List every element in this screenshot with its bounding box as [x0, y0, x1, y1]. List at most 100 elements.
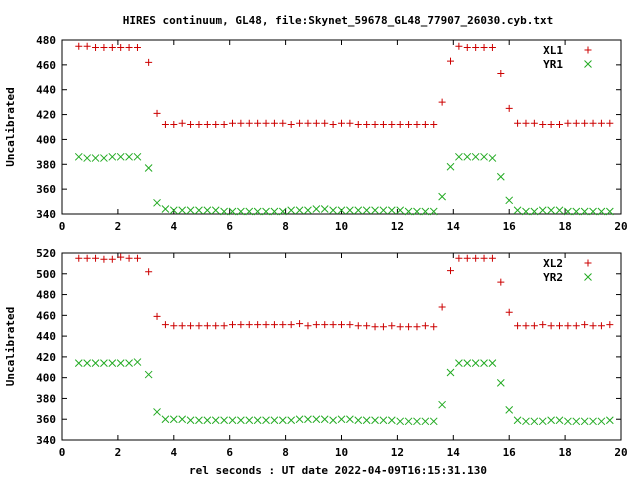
- data-point-xl2: [480, 254, 488, 262]
- data-point-yr2: [530, 417, 539, 426]
- data-point-xl1: [530, 119, 538, 127]
- data-point-yr1: [295, 206, 304, 215]
- data-point-xl1: [430, 121, 438, 129]
- y-tick-label: 340: [36, 208, 56, 221]
- data-point-yr2: [220, 416, 228, 425]
- data-point-xl2: [170, 322, 178, 330]
- data-point-xl2: [581, 321, 589, 329]
- data-point-xl1: [572, 119, 580, 127]
- data-point-xl2: [195, 322, 203, 330]
- data-point-xl2: [363, 322, 371, 330]
- data-point-xl1: [117, 43, 125, 51]
- data-point-xl1: [75, 42, 83, 50]
- data-point-yr1: [270, 207, 279, 216]
- data-point-yr2: [100, 359, 108, 367]
- top-panel: 0 2 4 6 8 10 12 14 16 18 20 340 360 380 400 420 440 460 48…: [4, 34, 628, 233]
- data-point-xl2: [270, 321, 278, 329]
- y-tick-label: 440: [36, 84, 56, 97]
- data-point-xl1: [589, 119, 597, 127]
- data-point-xl1: [480, 43, 488, 51]
- y-tick-label: 420: [36, 109, 56, 122]
- data-point-xl1: [296, 119, 304, 127]
- data-point-yr2: [421, 417, 430, 426]
- data-point-yr2: [564, 417, 572, 426]
- y-tick-label: 400: [36, 372, 56, 385]
- data-point-xl2: [371, 323, 379, 331]
- data-point-yr1: [211, 206, 220, 215]
- y-tick-label: 420: [36, 351, 56, 364]
- data-point-xl1: [354, 121, 362, 129]
- data-point-xl2: [125, 254, 133, 262]
- data-point-yr2: [354, 416, 363, 425]
- data-point-xl1: [187, 121, 195, 129]
- data-point-yr1: [312, 205, 321, 213]
- data-point-xl1: [228, 119, 236, 127]
- data-point-xl2: [228, 321, 236, 329]
- data-point-yr1: [413, 207, 421, 216]
- data-point-xl2: [262, 321, 270, 329]
- data-point-yr1: [203, 206, 212, 215]
- data-point-yr1: [144, 164, 153, 172]
- data-point-yr2: [74, 359, 83, 367]
- data-point-yr1: [245, 207, 254, 216]
- legend-label-yr2: YR2: [543, 271, 563, 284]
- data-point-yr1: [530, 207, 539, 216]
- data-point-yr2: [379, 416, 388, 425]
- data-point-yr2: [547, 416, 555, 425]
- data-point-xl2: [505, 308, 513, 316]
- y-tick-label: 360: [36, 413, 56, 426]
- data-point-yr2: [245, 416, 254, 425]
- data-point-xl1: [371, 121, 379, 129]
- data-point-yr2: [144, 370, 153, 379]
- data-point-xl1: [170, 121, 178, 129]
- data-point-yr1: [471, 152, 480, 161]
- data-point-xl1: [92, 43, 100, 51]
- data-point-yr2: [480, 359, 488, 367]
- data-point-xl2: [287, 321, 295, 329]
- data-point-yr1: [522, 207, 530, 216]
- data-point-yr1: [74, 152, 83, 161]
- data-point-yr2: [161, 415, 170, 424]
- data-point-xl1: [245, 119, 253, 127]
- data-point-yr2: [505, 406, 514, 414]
- data-point-xl2: [153, 312, 161, 320]
- data-point-yr2: [580, 417, 589, 426]
- data-point-yr2: [211, 416, 220, 425]
- data-point-yr1: [195, 206, 203, 215]
- x-tick-label: 18: [558, 446, 571, 459]
- data-point-yr1: [480, 152, 488, 161]
- data-point-yr2: [228, 416, 237, 425]
- x-tick-label: 6: [226, 446, 233, 459]
- y-tick-label: 480: [36, 34, 56, 47]
- data-point-yr1: [346, 206, 354, 215]
- data-point-xl2: [447, 267, 455, 275]
- data-point-yr2: [488, 359, 497, 367]
- data-point-yr2: [312, 415, 321, 424]
- data-point-xl1: [514, 119, 522, 127]
- data-point-yr2: [203, 416, 212, 425]
- x-tick-label: 18: [558, 220, 571, 233]
- data-point-xl2: [497, 278, 505, 286]
- data-point-xl2: [354, 322, 362, 330]
- data-point-yr1: [83, 154, 92, 162]
- data-point-xl2: [220, 322, 228, 330]
- data-point-yr2: [83, 359, 92, 367]
- x-tick-label: 0: [59, 446, 66, 459]
- x-axis-label: rel seconds : UT date 2022-04-09T16:15:3…: [189, 464, 487, 477]
- data-point-yr1: [100, 154, 108, 162]
- data-point-yr2: [278, 416, 287, 425]
- data-point-xl2: [413, 323, 421, 331]
- data-point-yr1: [220, 207, 228, 216]
- data-point-xl1: [463, 43, 471, 51]
- data-point-yr2: [538, 417, 547, 426]
- data-point-xl2: [133, 254, 141, 262]
- data-point-yr1: [438, 192, 446, 201]
- data-point-yr2: [446, 368, 455, 377]
- data-point-xl1: [413, 121, 421, 129]
- data-point-yr1: [555, 206, 564, 215]
- legend-label-xl1: XL1: [543, 44, 563, 57]
- data-point-xl2: [321, 321, 329, 329]
- data-point-xl2: [161, 321, 169, 329]
- data-point-xl1: [220, 121, 228, 129]
- data-point-yr2: [195, 416, 203, 425]
